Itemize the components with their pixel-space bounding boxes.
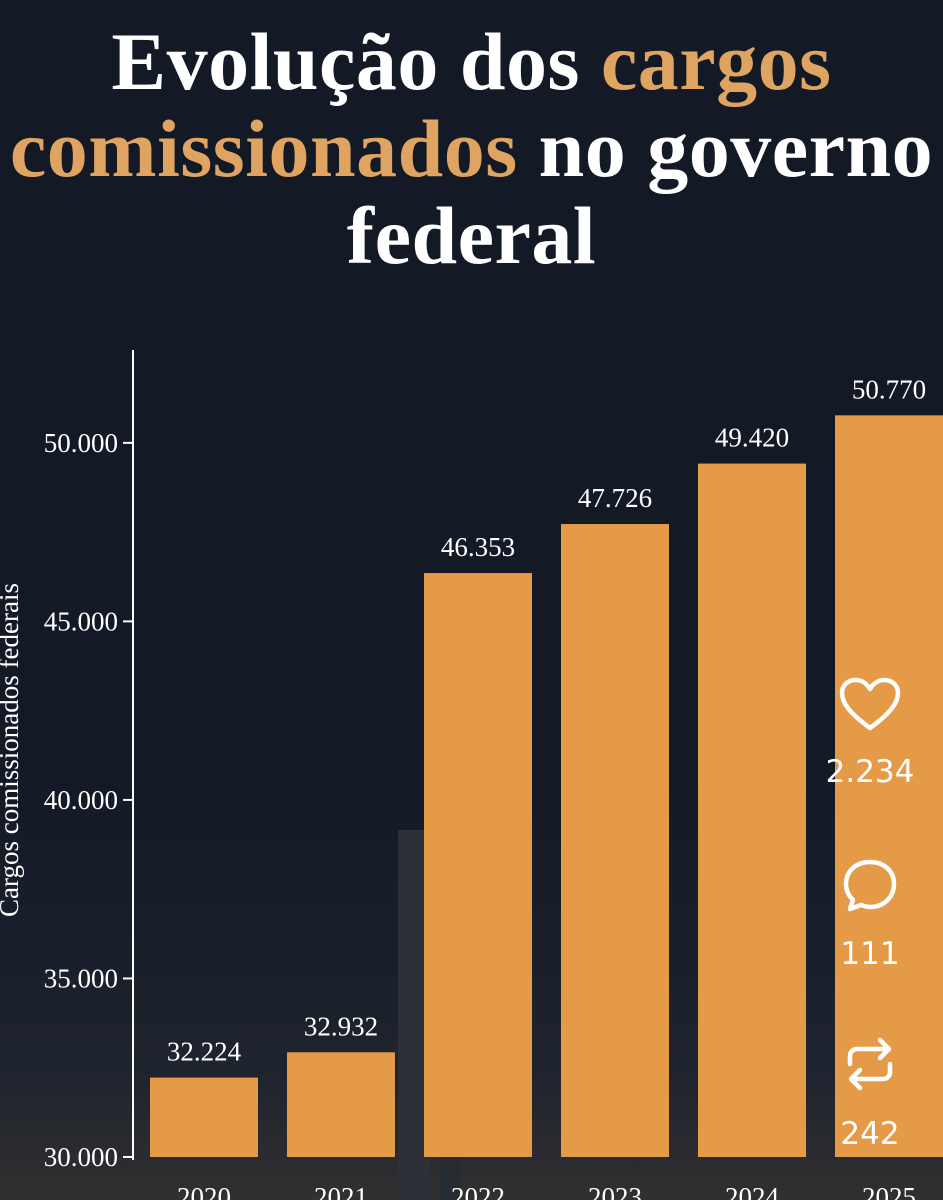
y-tick-label: 35.000 [44, 963, 118, 993]
bar-value-label: 47.726 [578, 483, 652, 513]
y-tick-label: 40.000 [44, 785, 118, 815]
page-title: Evolução dos cargos comissionados no gov… [0, 18, 943, 279]
y-tick-label: 45.000 [44, 606, 118, 636]
title-part-1: Evolução dos [111, 16, 601, 107]
bar-value-label: 32.932 [304, 1011, 378, 1041]
bar-value-label: 49.420 [715, 423, 789, 453]
bar [835, 415, 943, 1157]
x-tick-label: 2024 [725, 1182, 780, 1200]
bar [698, 463, 806, 1157]
comments-count: 111 [840, 936, 900, 972]
comment-bubble-icon[interactable] [840, 856, 900, 914]
bar-value-label: 46.353 [441, 532, 515, 562]
reposts-count: 242 [840, 1116, 900, 1152]
bar-value-label: 50.770 [852, 374, 926, 404]
x-tick-label: 2022 [451, 1182, 505, 1200]
repost-icon[interactable] [840, 1034, 900, 1094]
bar [561, 524, 669, 1157]
x-tick-label: 2020 [177, 1182, 231, 1200]
y-axis-label: Cargos comissionados federais [0, 583, 24, 917]
repost-action[interactable]: 242 [815, 1034, 925, 1152]
title-highlight: cargos comissionados [9, 16, 832, 194]
y-tick-label: 50.000 [44, 428, 118, 458]
title-part-2: no governo federal [346, 103, 934, 281]
like-action[interactable]: 2.234 [815, 676, 925, 790]
bar [424, 573, 532, 1157]
x-tick-label: 2023 [588, 1182, 642, 1200]
bar [287, 1052, 395, 1157]
comment-action[interactable]: 111 [815, 856, 925, 972]
x-tick-label: 2021 [314, 1182, 368, 1200]
y-tick-label: 30.000 [44, 1142, 118, 1172]
bar [150, 1077, 258, 1157]
likes-count: 2.234 [825, 754, 915, 790]
x-tick-label: 2025 [862, 1182, 916, 1200]
bar-value-label: 32.224 [167, 1037, 242, 1067]
heart-icon[interactable] [838, 676, 902, 734]
